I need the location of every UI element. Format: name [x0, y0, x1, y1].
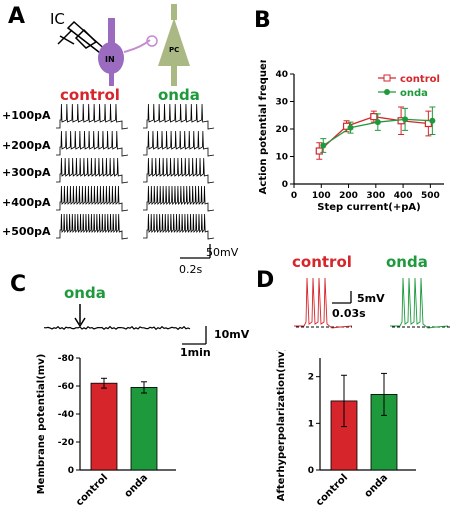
spike-train — [143, 103, 215, 130]
x-tick-label: 400 — [394, 191, 413, 201]
y-axis-label: Membrane potential(mv) — [36, 354, 47, 495]
panel-d-control-label: control — [292, 253, 352, 271]
spike-train — [56, 213, 129, 240]
spike-train — [143, 185, 215, 212]
panel-d-letter: D — [256, 268, 275, 293]
data-point — [347, 124, 354, 131]
x-tick-label: 300 — [366, 191, 385, 201]
panel-b-letter: B — [254, 8, 271, 33]
y-tick-label: 0 — [308, 466, 314, 476]
pc-label: PC — [169, 46, 179, 54]
interneuron-icon: IN — [98, 18, 158, 86]
spike-train — [56, 157, 129, 184]
x-tick-label: onda — [123, 472, 151, 500]
panel-d-onda-label: onda — [386, 253, 428, 271]
onda-traces — [143, 103, 215, 240]
spike-train — [143, 157, 215, 184]
x-tick-label: 0 — [291, 191, 297, 201]
x-tick-label: 200 — [339, 191, 358, 201]
x-tick-label: control — [314, 472, 350, 508]
data-point — [429, 117, 436, 124]
step-label: +100pA — [2, 109, 51, 122]
step-label: +400pA — [2, 196, 51, 209]
spike-train — [56, 130, 129, 157]
data-point — [320, 142, 327, 149]
y-axis-label: Action potential frequency — [258, 60, 269, 194]
panel-c-onda-label: onda — [64, 284, 106, 302]
ic-label: IC — [50, 10, 65, 28]
panel-a-letter: A — [8, 4, 26, 29]
panel-a-control-label: control — [60, 86, 120, 104]
bar — [90, 382, 118, 471]
x-tick-label: control — [74, 472, 110, 508]
y-tick-label: 40 — [275, 70, 288, 80]
x-axis-label: Step current(+pA) — [317, 202, 420, 213]
spike-train — [143, 213, 215, 240]
step-label: +500pA — [2, 225, 51, 238]
control-traces — [56, 103, 129, 240]
legend-label: onda — [400, 88, 428, 99]
scale-v-label-c: 10mV — [214, 328, 250, 341]
y-tick-label: 0 — [282, 180, 288, 190]
panel-c-letter: C — [10, 272, 27, 297]
y-tick-label: -40 — [58, 410, 74, 420]
membrane-bar-chart: 0 -20 -40 -60 -80 control onda Membrane potenti… — [36, 354, 176, 508]
data-point — [374, 119, 381, 126]
pyramidal-cell-icon: PC — [158, 4, 190, 86]
legend-label: control — [400, 74, 440, 85]
y-tick-label: 20 — [275, 125, 288, 135]
scale-v-label-a: 50mV — [206, 246, 239, 259]
x-tick-label: onda — [363, 472, 391, 500]
bar — [130, 387, 158, 471]
y-tick-label: 0 — [68, 466, 74, 476]
spike-train — [143, 130, 215, 157]
data-point — [402, 116, 409, 123]
legend-marker — [384, 89, 390, 95]
ahp-traces — [294, 277, 450, 329]
y-tick-label: 2 — [308, 373, 314, 383]
membrane-trace — [43, 304, 207, 345]
y-tick-label: 10 — [275, 153, 288, 163]
drug-arrow-head — [74, 317, 86, 328]
scale-t-label-d: 0.03s — [332, 307, 366, 320]
in-label: IN — [105, 55, 115, 64]
legend-marker — [383, 74, 391, 82]
y-tick-label: -20 — [58, 438, 74, 448]
x-tick-label: 100 — [312, 191, 331, 201]
scale-t-label-c: 1min — [180, 346, 211, 359]
ahp-trace — [390, 277, 449, 329]
spike-train — [56, 103, 129, 130]
data-point — [315, 147, 323, 155]
y-tick-label: -60 — [58, 382, 74, 392]
step-label: +300pA — [2, 166, 51, 179]
panel-a-onda-label: onda — [158, 86, 200, 104]
y-tick-label: 30 — [275, 98, 288, 108]
y-axis-label: Afterhyperpolarization(mv) — [276, 350, 287, 501]
y-tick-label: -80 — [58, 354, 74, 364]
membrane-potential-trace — [43, 325, 191, 331]
scale-t-label-a: 0.2s — [179, 263, 203, 276]
x-tick-label: 500 — [421, 191, 440, 201]
y-tick-label: 1 — [308, 419, 314, 429]
scale-bar-a — [180, 244, 211, 259]
scale-v-label-d: 5mV — [357, 292, 385, 305]
ahp-trace — [294, 277, 353, 329]
spike-train — [56, 185, 129, 212]
data-point — [370, 113, 378, 121]
spike-traces — [56, 103, 215, 259]
ahp-bar-chart: 0 1 2 control onda Afterhyperpolarization(mv) — [276, 350, 416, 508]
cell-schematic: IC IN PC — [50, 4, 190, 86]
step-label: +200pA — [2, 139, 51, 152]
